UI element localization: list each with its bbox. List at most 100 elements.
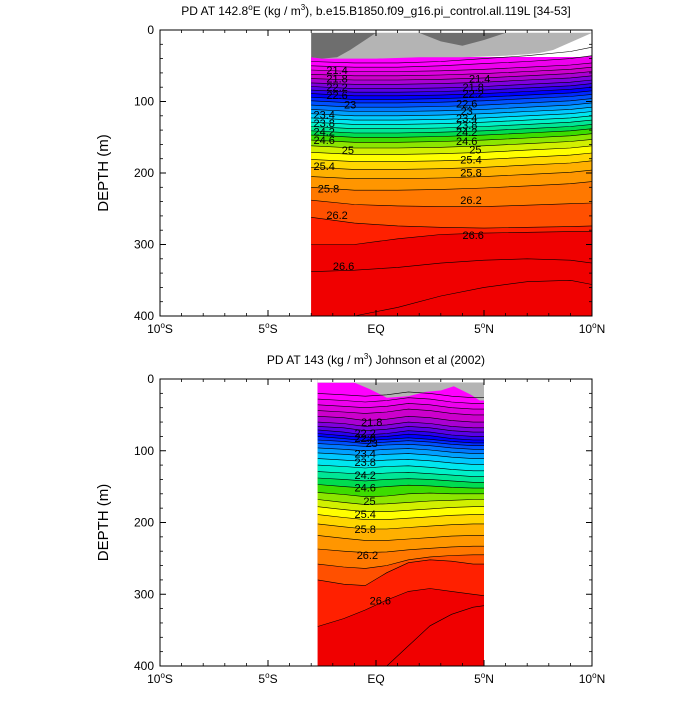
x-tick-label: 5oN bbox=[474, 321, 494, 336]
contour-label: 23.4 bbox=[354, 449, 375, 461]
contour-line-21 bbox=[311, 46, 592, 64]
contour-label: 23.8 bbox=[456, 120, 477, 132]
contour-line-25-6 bbox=[317, 523, 484, 530]
contour-label: 26.2 bbox=[460, 195, 481, 207]
contour-label: 23 bbox=[344, 99, 356, 111]
x-tick-label: EQ bbox=[367, 322, 384, 336]
contour-line-21-2 bbox=[317, 397, 484, 404]
contour-line-23-2 bbox=[311, 98, 592, 108]
contour-label: 24.2 bbox=[313, 127, 334, 139]
data-area: 21.421.822.222.62323.423.824.224.62525.4… bbox=[311, 30, 592, 316]
contour-line-24 bbox=[317, 464, 484, 472]
shading-light-gray bbox=[317, 379, 484, 401]
contour-label: 24.6 bbox=[456, 136, 477, 148]
contour-label: 24.2 bbox=[456, 127, 477, 139]
x-tick-label: 5oS bbox=[258, 321, 277, 336]
contour-line-23 bbox=[311, 94, 592, 104]
contour-line-24-2 bbox=[317, 471, 484, 477]
contour-line-deep-0 bbox=[386, 605, 485, 666]
y-tick-label: 200 bbox=[134, 516, 154, 530]
contour-line-26 bbox=[317, 545, 484, 553]
contour-label: 24.6 bbox=[313, 135, 334, 147]
contour-label: 25.8 bbox=[460, 167, 481, 179]
contour-label: 22.2 bbox=[326, 82, 347, 94]
contour-line-deep-0 bbox=[311, 258, 592, 272]
contour-label: 22.6 bbox=[456, 99, 477, 111]
contour-label: 25.8 bbox=[354, 524, 375, 536]
contour-line-22-4 bbox=[311, 83, 592, 93]
contour-line-23-4 bbox=[317, 447, 484, 454]
contour-line-deep-1 bbox=[354, 279, 592, 316]
contour-label: 23.8 bbox=[313, 118, 334, 130]
contour-line-26 bbox=[311, 181, 592, 191]
y-tick-label: 0 bbox=[147, 23, 154, 37]
contour-line-26-2 bbox=[311, 199, 592, 207]
contour-line-24 bbox=[311, 115, 592, 125]
contour-line-23 bbox=[317, 439, 484, 446]
density-band-21 bbox=[311, 55, 592, 68]
contour-line-21-6 bbox=[311, 66, 592, 77]
contour-line-22 bbox=[311, 75, 592, 85]
chart-title: PD AT 143 (kg / m3) Johnson et al (2002) bbox=[267, 352, 485, 367]
contour-label: 25.4 bbox=[313, 161, 334, 173]
contour-line-21-8 bbox=[311, 71, 592, 81]
surface-blank bbox=[317, 379, 484, 383]
contour-line-22-6 bbox=[311, 86, 592, 97]
contour-line-25-8 bbox=[311, 169, 592, 179]
contour-line-24-4 bbox=[317, 477, 484, 483]
contour-label: 23 bbox=[366, 438, 378, 450]
contour-label: 25.4 bbox=[354, 509, 375, 521]
contour-label: 22.6 bbox=[354, 433, 375, 445]
contour-line-26-6 bbox=[317, 588, 485, 627]
x-tick-label: 10oS bbox=[147, 671, 173, 686]
panel-model: 21.421.822.222.62323.423.824.224.62525.4… bbox=[95, 3, 605, 336]
contour-line-23-8 bbox=[311, 111, 592, 121]
contour-line-25-6 bbox=[311, 160, 592, 170]
contour-line-24-8 bbox=[317, 492, 484, 498]
contour-line-22 bbox=[317, 421, 484, 429]
x-tick-label: EQ bbox=[367, 672, 384, 686]
contour-line-24-2 bbox=[311, 119, 592, 129]
contour-line-25-2 bbox=[311, 145, 592, 155]
contour-label: 26.2 bbox=[357, 550, 378, 562]
y-axis-label: DEPTH (m) bbox=[95, 134, 112, 212]
y-tick-label: 400 bbox=[134, 309, 154, 323]
x-tick-label: 10oN bbox=[579, 321, 605, 336]
y-tick-label: 0 bbox=[147, 372, 154, 386]
contour-line-24-6 bbox=[311, 128, 592, 138]
contour-line-23-2 bbox=[317, 443, 484, 450]
contour-line-21-4 bbox=[317, 403, 484, 410]
contour-line-24-8 bbox=[311, 133, 592, 143]
contour-line-25-4 bbox=[317, 514, 484, 520]
contour-label: 24.6 bbox=[354, 482, 375, 494]
contour-line-25 bbox=[311, 139, 592, 149]
contour-line-22-2 bbox=[311, 79, 592, 89]
contour-label: 25.8 bbox=[318, 184, 339, 196]
contour-line-22-8 bbox=[317, 436, 484, 444]
x-tick-label: 5oN bbox=[474, 671, 494, 686]
contour-line-21-4 bbox=[311, 62, 592, 72]
contour-label: 25 bbox=[469, 144, 481, 156]
contour-label: 21.8 bbox=[326, 74, 347, 86]
y-tick-label: 300 bbox=[134, 238, 154, 252]
contour-line-26-6 bbox=[311, 231, 592, 245]
contour-label: 23 bbox=[461, 106, 473, 118]
contour-line-23-6 bbox=[317, 452, 484, 459]
chart-title: PD AT 142.8oE (kg / m3), b.e15.B1850.f09… bbox=[181, 3, 570, 18]
contour-label: 21.8 bbox=[462, 82, 483, 94]
contour-label: 26.2 bbox=[326, 210, 347, 222]
contour-label: 22.2 bbox=[462, 89, 483, 101]
contour-line-24-4 bbox=[311, 124, 592, 134]
x-tick-label: 10oN bbox=[579, 671, 605, 686]
contour-label: 25.4 bbox=[460, 154, 481, 166]
contour-line-22-4 bbox=[317, 429, 484, 437]
contour-line-21-6 bbox=[317, 408, 484, 416]
y-tick-label: 100 bbox=[134, 444, 154, 458]
contour-label: 22.2 bbox=[354, 428, 375, 440]
contour-line-23-6 bbox=[311, 106, 592, 117]
contour-label: 21.4 bbox=[326, 65, 347, 77]
contour-line-22-2 bbox=[317, 426, 484, 433]
contour-line-23-8 bbox=[317, 458, 484, 465]
contour-line-26-4 bbox=[311, 217, 592, 229]
